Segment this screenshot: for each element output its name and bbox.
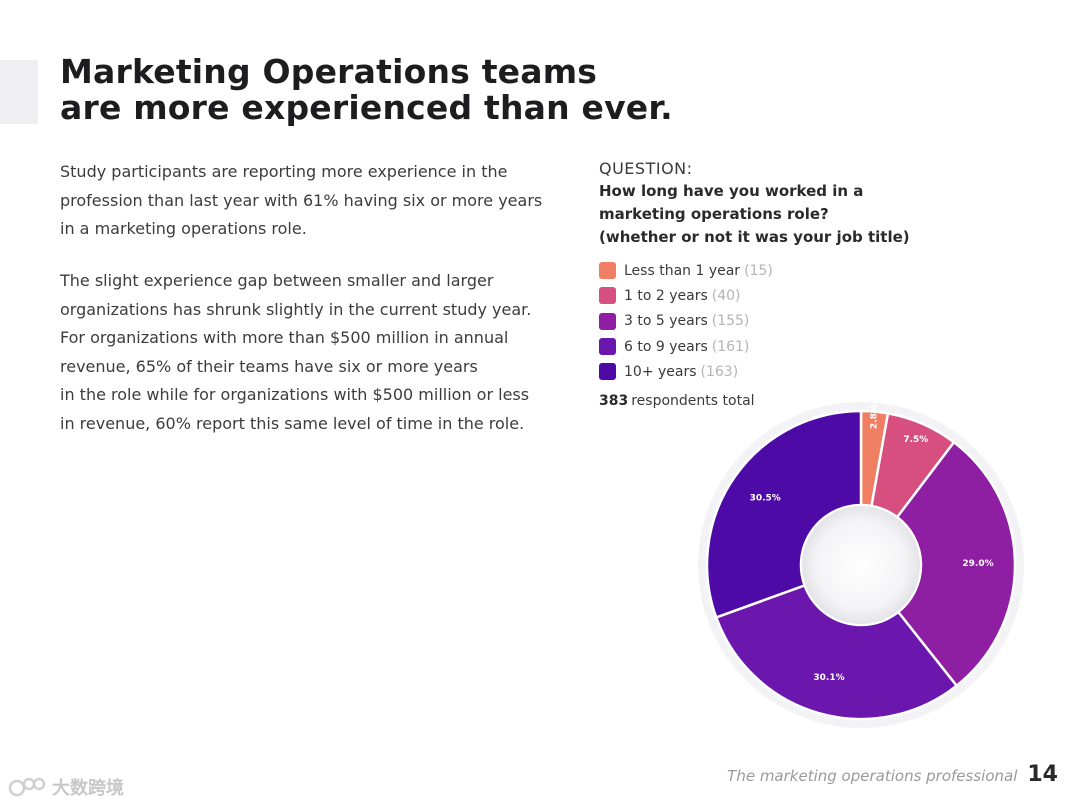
detail-line: revenue, 65% of their teams have six or … — [60, 356, 478, 376]
detail-line: For organizations with more than $500 mi… — [60, 328, 509, 347]
detail-line: The slight experience gap between smalle… — [60, 271, 494, 290]
legend-swatch — [599, 363, 616, 381]
question-block: QUESTION: How long have you worked in a … — [599, 158, 1019, 249]
legend-count: (155) — [711, 313, 750, 330]
legend-count: (15) — [744, 262, 773, 279]
legend-label: 6 to 9 years — [624, 338, 708, 355]
page-footer: The marketing operations professional 14 — [727, 762, 1058, 787]
donut-value-label: 30.1% — [813, 673, 844, 683]
respondents-count: 383 — [599, 393, 629, 409]
detail-line: organizations has shrunk slightly in the… — [60, 299, 532, 319]
donut-value-label: 29.0% — [962, 559, 993, 569]
footer-publication-title: The marketing operations professional — [727, 767, 1018, 785]
donut-value-label: 2.8% — [870, 404, 880, 429]
page-title-line-1: Marketing Operations teams — [60, 52, 598, 91]
donut-slice — [895, 440, 1017, 688]
page-title-line-2: are more experienced than ever. — [60, 88, 673, 127]
donut-slice — [705, 409, 863, 620]
chart-legend: Less than 1 year (15) 1 to 2 years (40) 3 to… — [599, 258, 773, 384]
question-line: How long have you worked in a — [599, 182, 864, 200]
detail-line: in the role while for organizations with… — [60, 385, 530, 404]
legend-count: (40) — [711, 287, 741, 304]
donut-value-label: 7.5% — [903, 435, 928, 445]
legend-swatch — [599, 338, 616, 356]
question-text: How long have you worked in a marketing … — [599, 180, 1019, 249]
page-title: Marketing Operations teams are more expe… — [60, 54, 673, 126]
intro-paragraph: Study participants are reporting more ex… — [60, 158, 543, 244]
legend-swatch — [599, 262, 616, 280]
legend-item: 10+ years (163) — [599, 359, 773, 384]
detail-paragraph: The slight experience gap between smalle… — [60, 267, 532, 438]
detail-line: in revenue, 60% report this same level o… — [60, 413, 525, 433]
watermark: 大数跨境 — [8, 774, 124, 800]
donut-hole — [802, 506, 920, 624]
respondents-label: respondents total — [631, 393, 755, 409]
legend-item: 3 to 5 years (155) — [599, 309, 773, 334]
watermark-text: 大数跨境 — [52, 778, 124, 799]
legend-count: (161) — [711, 338, 750, 355]
intro-line: in a marketing operations role. — [60, 219, 307, 238]
legend-item: 6 to 9 years (161) — [599, 334, 773, 359]
respondents-total: 383 respondents total — [599, 393, 755, 409]
legend-label: Less than 1 year — [624, 262, 741, 279]
legend-label: 1 to 2 years — [624, 287, 708, 304]
donut-value-label: 30.5% — [750, 493, 781, 503]
question-line: marketing operations role? — [599, 205, 829, 223]
intro-line: profession than last year with 61% havin… — [60, 190, 543, 210]
legend-label: 10+ years — [624, 363, 697, 380]
legend-item: 1 to 2 years (40) — [599, 283, 773, 308]
legend-label: 3 to 5 years — [624, 313, 708, 330]
legend-swatch — [599, 312, 616, 330]
question-line: (whether or not it was your job title) — [599, 228, 910, 246]
intro-line: Study participants are reporting more ex… — [60, 162, 508, 181]
watermark-logo-icon — [8, 777, 46, 797]
question-label: QUESTION: — [599, 159, 693, 178]
legend-swatch — [599, 287, 616, 305]
legend-item: Less than 1 year (15) — [599, 258, 773, 283]
donut-slice — [714, 583, 959, 721]
legend-count: (163) — [700, 363, 739, 380]
page-number: 14 — [1027, 762, 1058, 787]
title-accent-block — [0, 60, 38, 124]
